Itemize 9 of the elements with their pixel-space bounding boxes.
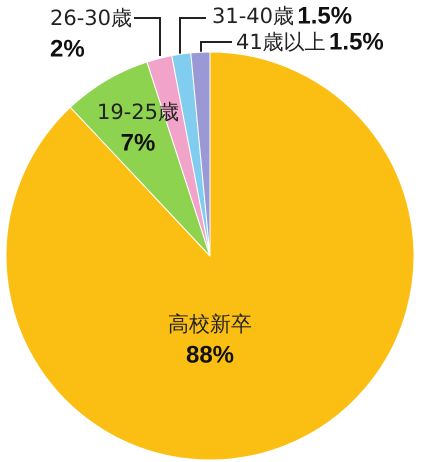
data-label: 7%	[120, 130, 156, 156]
slice-label: 26-30歳	[50, 6, 132, 30]
data-label: 88%	[186, 342, 234, 368]
slice-label: 31-40歳	[212, 4, 294, 28]
slice-label: 41歳以上	[236, 30, 326, 54]
data-label: 1.5%	[297, 2, 352, 30]
data-label: 2%	[50, 36, 85, 62]
slice-label: 高校新卒	[168, 312, 252, 336]
data-label: 1.5%	[329, 28, 384, 56]
